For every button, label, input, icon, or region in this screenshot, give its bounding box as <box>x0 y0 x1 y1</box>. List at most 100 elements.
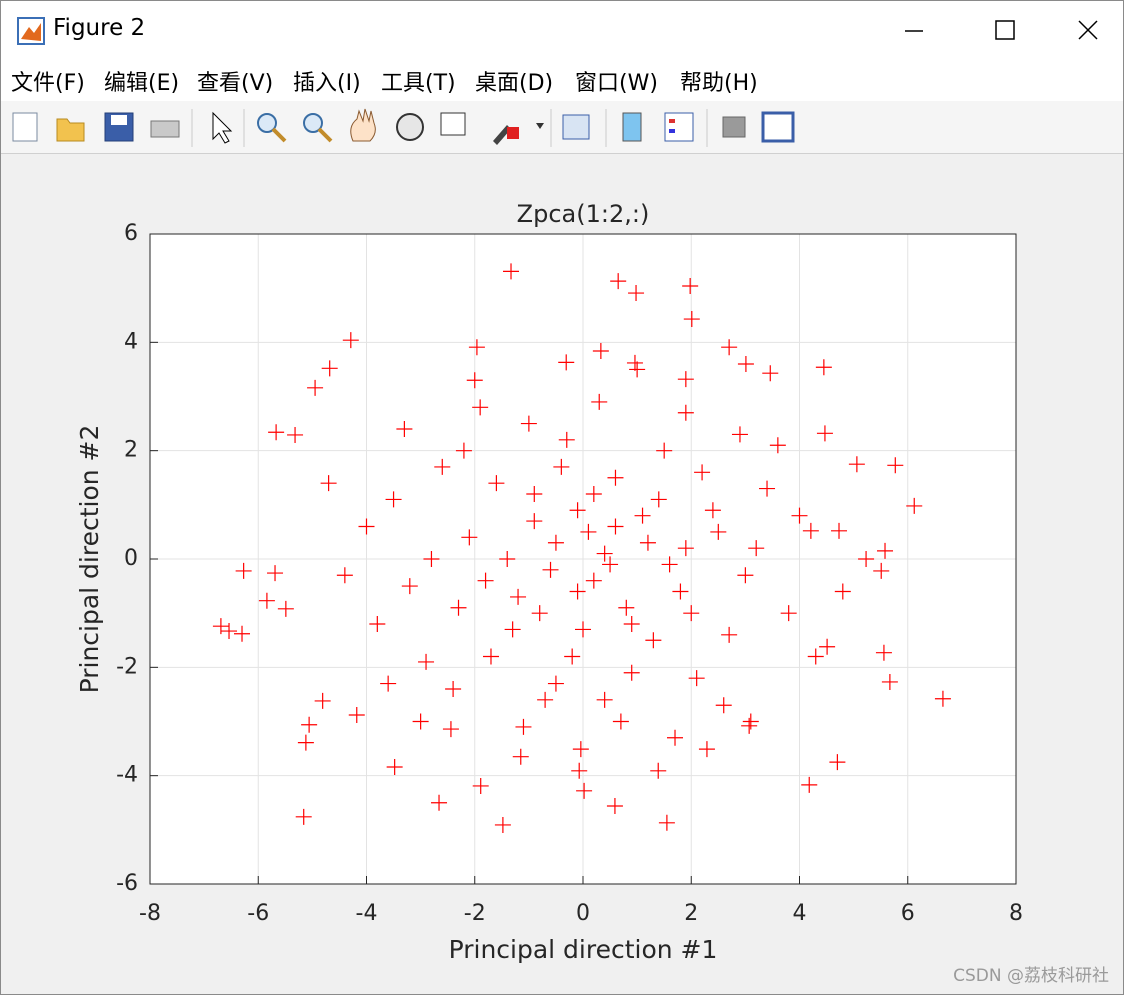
scatter-point <box>585 486 602 502</box>
scatter-point <box>235 562 252 579</box>
scatter-point <box>834 583 851 600</box>
window-title: Figure 2 <box>53 15 146 41</box>
scatter-point <box>623 664 640 681</box>
scatter-point <box>737 356 754 372</box>
scatter-point <box>607 518 624 535</box>
scatter-point <box>741 717 758 734</box>
scatter-point <box>762 365 779 382</box>
scatter-point <box>677 371 694 388</box>
scatter-point <box>380 675 397 692</box>
scatter-point <box>658 814 675 831</box>
scatter-point <box>472 399 489 416</box>
window-controls[interactable] <box>883 1 1123 59</box>
scatter-point <box>526 513 543 530</box>
app-icon <box>17 17 45 45</box>
scatter-point <box>512 748 529 765</box>
scatter-point <box>258 592 275 609</box>
scatter-point <box>466 372 483 389</box>
scatter-point <box>482 648 499 665</box>
menu-item[interactable]: 窗口(W) <box>575 71 658 96</box>
scatter-point <box>542 561 559 578</box>
scatter-point <box>336 567 353 584</box>
scatter-point <box>234 625 251 642</box>
scatter-point <box>488 475 505 492</box>
scatter-point <box>694 464 711 481</box>
scatter-point <box>688 670 705 687</box>
scatter-point <box>710 523 727 540</box>
menu-item[interactable]: 编辑(E) <box>104 71 180 96</box>
scatter-point <box>877 542 894 559</box>
scatter-point <box>807 648 824 665</box>
scatter-point <box>656 442 673 459</box>
scatter-point <box>591 393 608 410</box>
scatter-point <box>683 605 700 622</box>
scatter-point <box>531 605 548 622</box>
scatter-point <box>472 777 489 794</box>
scatter-point <box>301 716 318 733</box>
scatter-point <box>629 361 646 378</box>
scatter-point <box>342 332 359 349</box>
toolbar-icons[interactable] <box>1 101 821 153</box>
scatter-point <box>572 741 589 758</box>
scatter-point <box>569 502 586 519</box>
scatter-point <box>526 486 543 502</box>
menu-item[interactable]: 查看(V) <box>197 71 274 96</box>
y-tick-label: -2 <box>116 654 138 679</box>
scatter-point <box>677 404 694 421</box>
scatter-point <box>348 707 365 723</box>
menu-item[interactable]: 工具(T) <box>381 71 456 96</box>
scatter-point <box>297 734 314 751</box>
menu-item[interactable]: 插入(I) <box>293 71 361 96</box>
x-tick-label: 8 <box>1009 901 1023 926</box>
scatter-point <box>610 273 627 290</box>
scatter-point <box>434 458 451 475</box>
scatter-point <box>358 518 375 535</box>
menu-item[interactable]: 文件(F) <box>11 71 85 96</box>
scatter-point <box>645 632 662 649</box>
scatter-point <box>418 653 435 670</box>
axes-box <box>149 233 1017 885</box>
scatter-point <box>461 529 478 546</box>
scatter-point <box>307 379 324 396</box>
scatter-point <box>320 475 337 492</box>
chart-title: Zpca(1:2,:) <box>517 200 650 228</box>
y-tick-label: -6 <box>116 871 138 896</box>
scatter-point <box>721 626 738 643</box>
scatter-point <box>575 621 591 638</box>
scatter-point <box>221 623 238 640</box>
scatter-point <box>650 762 667 779</box>
scatter-point <box>607 469 624 486</box>
x-tick-label: 6 <box>901 901 915 926</box>
scatter-point <box>650 491 667 508</box>
scatter-point <box>455 442 472 459</box>
x-tick-label: -4 <box>356 901 378 926</box>
scatter-point <box>801 776 818 793</box>
scatter-point <box>873 562 890 579</box>
scatter-point <box>721 339 738 356</box>
scatter-point <box>450 599 467 616</box>
title-bar: Figure 2 <box>1 1 1123 59</box>
scatter-point <box>704 502 721 519</box>
scatter-point <box>683 311 700 328</box>
y-axis-label: Principal direction #2 <box>75 425 104 694</box>
x-axis-label: Principal direction #1 <box>449 935 718 964</box>
scatter-point <box>759 480 776 497</box>
x-tick-label: -8 <box>139 901 161 926</box>
scatter-point <box>580 523 597 540</box>
menu-item[interactable]: 帮助(H) <box>680 71 758 96</box>
scatter-point <box>596 545 613 562</box>
scatter-point <box>628 285 645 302</box>
scatter-point <box>585 572 602 589</box>
menu-item[interactable]: 桌面(D) <box>475 71 554 96</box>
scatter-point <box>537 691 554 708</box>
scatter-point <box>520 415 537 432</box>
scatter-point <box>602 556 619 573</box>
x-tick-label: 0 <box>576 901 590 926</box>
scatter-point <box>887 457 904 474</box>
scatter-point <box>677 540 694 557</box>
scatter-point <box>606 798 623 814</box>
scatter-point <box>802 522 819 539</box>
scatter-point <box>634 507 651 524</box>
